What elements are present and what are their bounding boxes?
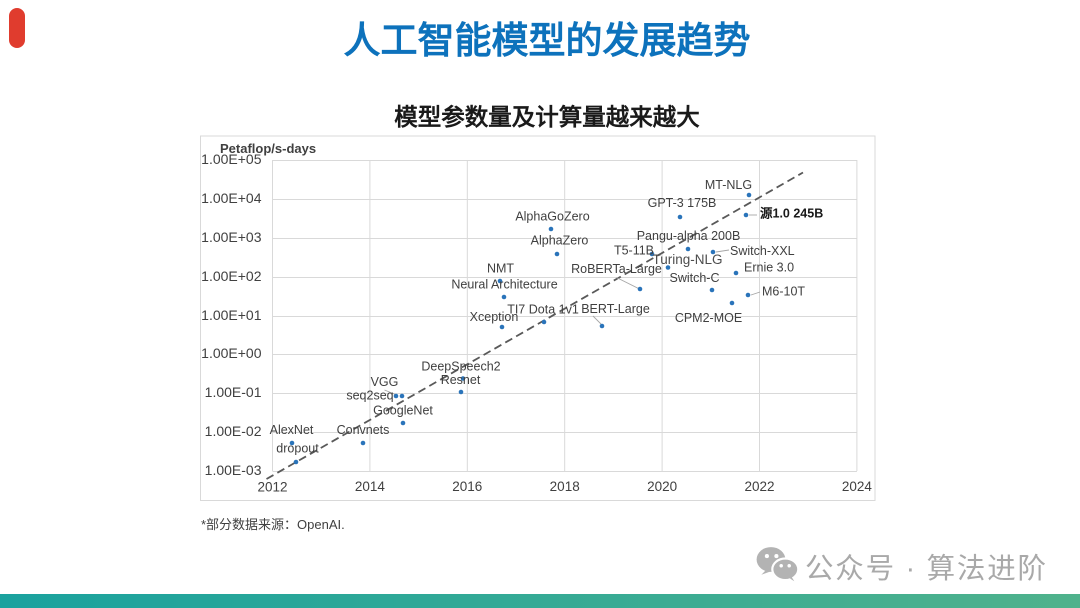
svg-text:1.00E+05: 1.00E+05 <box>201 151 262 167</box>
svg-text:VGG: VGG <box>371 375 399 389</box>
svg-text:Ernie 3.0: Ernie 3.0 <box>744 261 794 275</box>
svg-text:Petaflop/s-days: Petaflop/s-days <box>220 141 316 156</box>
svg-text:CPM2-MOE: CPM2-MOE <box>675 311 742 325</box>
svg-text:RoBERTa-Large: RoBERTa-Large <box>571 262 662 276</box>
svg-text:TI7 Dota 1v1: TI7 Dota 1v1 <box>507 303 579 317</box>
svg-text:1.00E+00: 1.00E+00 <box>201 345 262 361</box>
svg-text:2020: 2020 <box>647 479 677 494</box>
svg-text:2014: 2014 <box>355 479 386 494</box>
svg-text:1.00E+02: 1.00E+02 <box>201 268 262 284</box>
svg-text:GoogleNet: GoogleNet <box>373 404 433 418</box>
svg-text:Xception: Xception <box>470 310 519 324</box>
svg-text:2012: 2012 <box>257 480 287 495</box>
svg-text:BERT-Large: BERT-Large <box>581 302 650 316</box>
svg-text:T5-11B: T5-11B <box>614 244 654 258</box>
svg-text:1.00E+01: 1.00E+01 <box>201 307 262 323</box>
svg-text:AlphaZero: AlphaZero <box>531 234 589 248</box>
svg-text:1.00E-02: 1.00E-02 <box>205 423 262 439</box>
svg-text:AlexNet: AlexNet <box>270 423 314 437</box>
svg-text:Switch-XXL: Switch-XXL <box>730 244 795 258</box>
svg-text:GPT-3 175B: GPT-3 175B <box>648 196 717 210</box>
svg-text:1.00E+03: 1.00E+03 <box>201 229 262 245</box>
svg-text:dropout: dropout <box>276 442 319 456</box>
svg-text:1.00E-01: 1.00E-01 <box>205 384 262 400</box>
svg-text:seq2seq: seq2seq <box>346 389 393 403</box>
svg-text:2024: 2024 <box>842 479 873 494</box>
svg-text:DeepSpeech2: DeepSpeech2 <box>421 360 500 374</box>
svg-text:Convnets: Convnets <box>337 423 390 437</box>
svg-text:Pangu-alpha 200B: Pangu-alpha 200B <box>637 229 741 243</box>
svg-text:1.00E-03: 1.00E-03 <box>205 462 262 478</box>
svg-text:MT-NLG: MT-NLG <box>705 178 752 192</box>
svg-text:Turing-NLG: Turing-NLG <box>652 252 722 267</box>
svg-text:Resnet: Resnet <box>441 373 481 387</box>
svg-text:Switch-C: Switch-C <box>669 271 719 285</box>
svg-text:2016: 2016 <box>452 479 482 494</box>
svg-text:AlphaGoZero: AlphaGoZero <box>515 210 589 224</box>
svg-text:NMT: NMT <box>487 262 514 276</box>
svg-text:2018: 2018 <box>550 479 580 494</box>
svg-text:Neural Architecture: Neural Architecture <box>451 278 557 292</box>
svg-text:1.00E+04: 1.00E+04 <box>201 190 262 206</box>
svg-text:M6-10T: M6-10T <box>762 285 805 299</box>
svg-text:源1.0 245B: 源1.0 245B <box>760 206 823 221</box>
svg-text:2022: 2022 <box>744 479 774 494</box>
